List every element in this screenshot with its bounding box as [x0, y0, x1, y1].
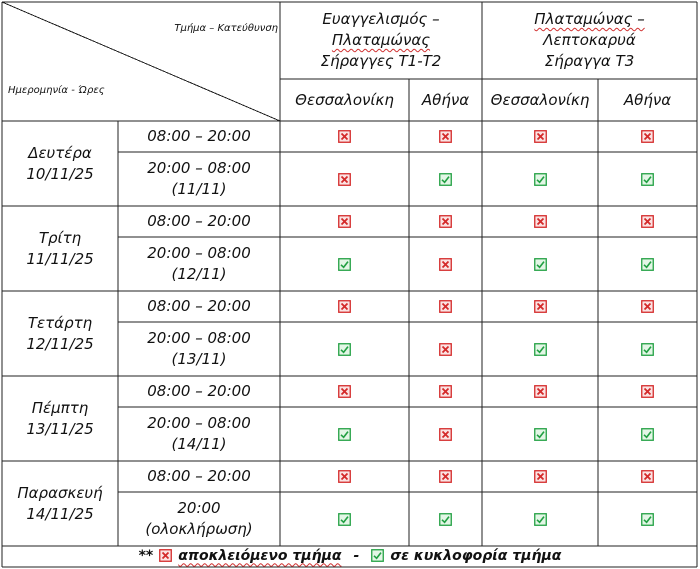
x-box-icon — [533, 385, 547, 398]
legend-closed-label: αποκλειόμενο τμήμα — [178, 547, 342, 564]
check-box-icon — [641, 342, 654, 356]
x-box-icon — [159, 549, 173, 562]
direction-header-1: Θεσσαλονίκη — [295, 90, 394, 109]
check-box-icon — [338, 342, 351, 356]
direction-header-2: Αθήνα — [421, 90, 470, 109]
x-box-icon — [533, 470, 547, 483]
x-box-icon — [338, 470, 351, 483]
day-label: Δευτέρα 10/11/25 — [26, 143, 94, 183]
day-label: Τρίτη 11/11/25 — [26, 228, 94, 268]
corner-label-date-hours: Ημερομηνία - Ώρες — [8, 85, 105, 96]
x-box-icon — [439, 257, 452, 271]
time-slot-label: 20:00 – 08:00 (14/11) — [147, 414, 251, 453]
x-box-icon — [641, 130, 654, 143]
check-box-icon — [371, 549, 385, 562]
legend-separator: - — [353, 547, 360, 564]
x-box-icon — [439, 470, 452, 483]
x-box-icon — [533, 215, 547, 228]
check-box-icon — [338, 257, 351, 271]
x-box-icon — [439, 300, 452, 313]
section-title-1: Ευαγγελισμός – Πλαταμώνας Σήραγγες Τ1-Τ2 — [320, 10, 442, 70]
time-slot-label: 08:00 – 20:00 — [147, 212, 251, 230]
legend-open-label: σε κυκλοφορία τμήμα — [390, 547, 562, 564]
check-box-icon — [641, 512, 654, 526]
x-box-icon — [338, 172, 351, 186]
check-box-icon — [533, 172, 547, 186]
day-label: Παρασκευή 14/11/25 — [17, 483, 103, 523]
x-box-icon — [439, 385, 452, 398]
check-box-icon — [533, 512, 547, 526]
time-slot-label: 08:00 – 20:00 — [147, 127, 251, 145]
day-label: Τετάρτη 12/11/25 — [26, 313, 94, 353]
check-box-icon — [338, 512, 351, 526]
check-box-icon — [533, 342, 547, 356]
x-box-icon — [641, 300, 654, 313]
check-box-icon — [439, 512, 452, 526]
x-box-icon — [641, 215, 654, 228]
check-box-icon — [338, 427, 351, 441]
check-box-icon — [439, 172, 452, 186]
time-slot-label: 20:00 (ολοκλήρωση) — [145, 499, 253, 538]
x-box-icon — [439, 215, 452, 228]
x-box-icon — [533, 130, 547, 143]
check-box-icon — [641, 427, 654, 441]
x-box-icon — [533, 300, 547, 313]
direction-header-4: Αθήνα — [623, 90, 672, 109]
legend-prefix: ** — [138, 547, 154, 564]
x-box-icon — [338, 215, 351, 228]
corner-label-section: Τμήμα – Κατεύθυνση — [174, 23, 278, 34]
x-box-icon — [439, 427, 452, 441]
x-box-icon — [439, 130, 452, 143]
check-box-icon — [641, 257, 654, 271]
check-box-icon — [533, 427, 547, 441]
x-box-icon — [338, 385, 351, 398]
direction-header-3: Θεσσαλονίκη — [490, 90, 590, 109]
day-label: Πέμπτη 13/11/25 — [26, 398, 94, 438]
check-box-icon — [533, 257, 547, 271]
time-slot-label: 08:00 – 20:00 — [147, 297, 251, 315]
x-box-icon — [439, 342, 452, 356]
time-slot-label: 20:00 – 08:00 (12/11) — [147, 244, 251, 283]
time-slot-label: 08:00 – 20:00 — [147, 382, 251, 400]
x-box-icon — [641, 385, 654, 398]
section-title-2: Πλαταμώνας – Λεπτοκαρυά Σήραγγα Τ3 — [534, 10, 645, 70]
legend: ** αποκλειόμενο τμήμα - σε κυκλοφορία τμ… — [0, 544, 700, 567]
x-box-icon — [338, 300, 351, 313]
check-box-icon — [641, 172, 654, 186]
x-box-icon — [338, 130, 351, 143]
time-slot-label: 08:00 – 20:00 — [147, 467, 251, 485]
time-slot-label: 20:00 – 08:00 (13/11) — [147, 329, 251, 368]
time-slot-label: 20:00 – 08:00 (11/11) — [147, 159, 251, 198]
x-box-icon — [641, 470, 654, 483]
